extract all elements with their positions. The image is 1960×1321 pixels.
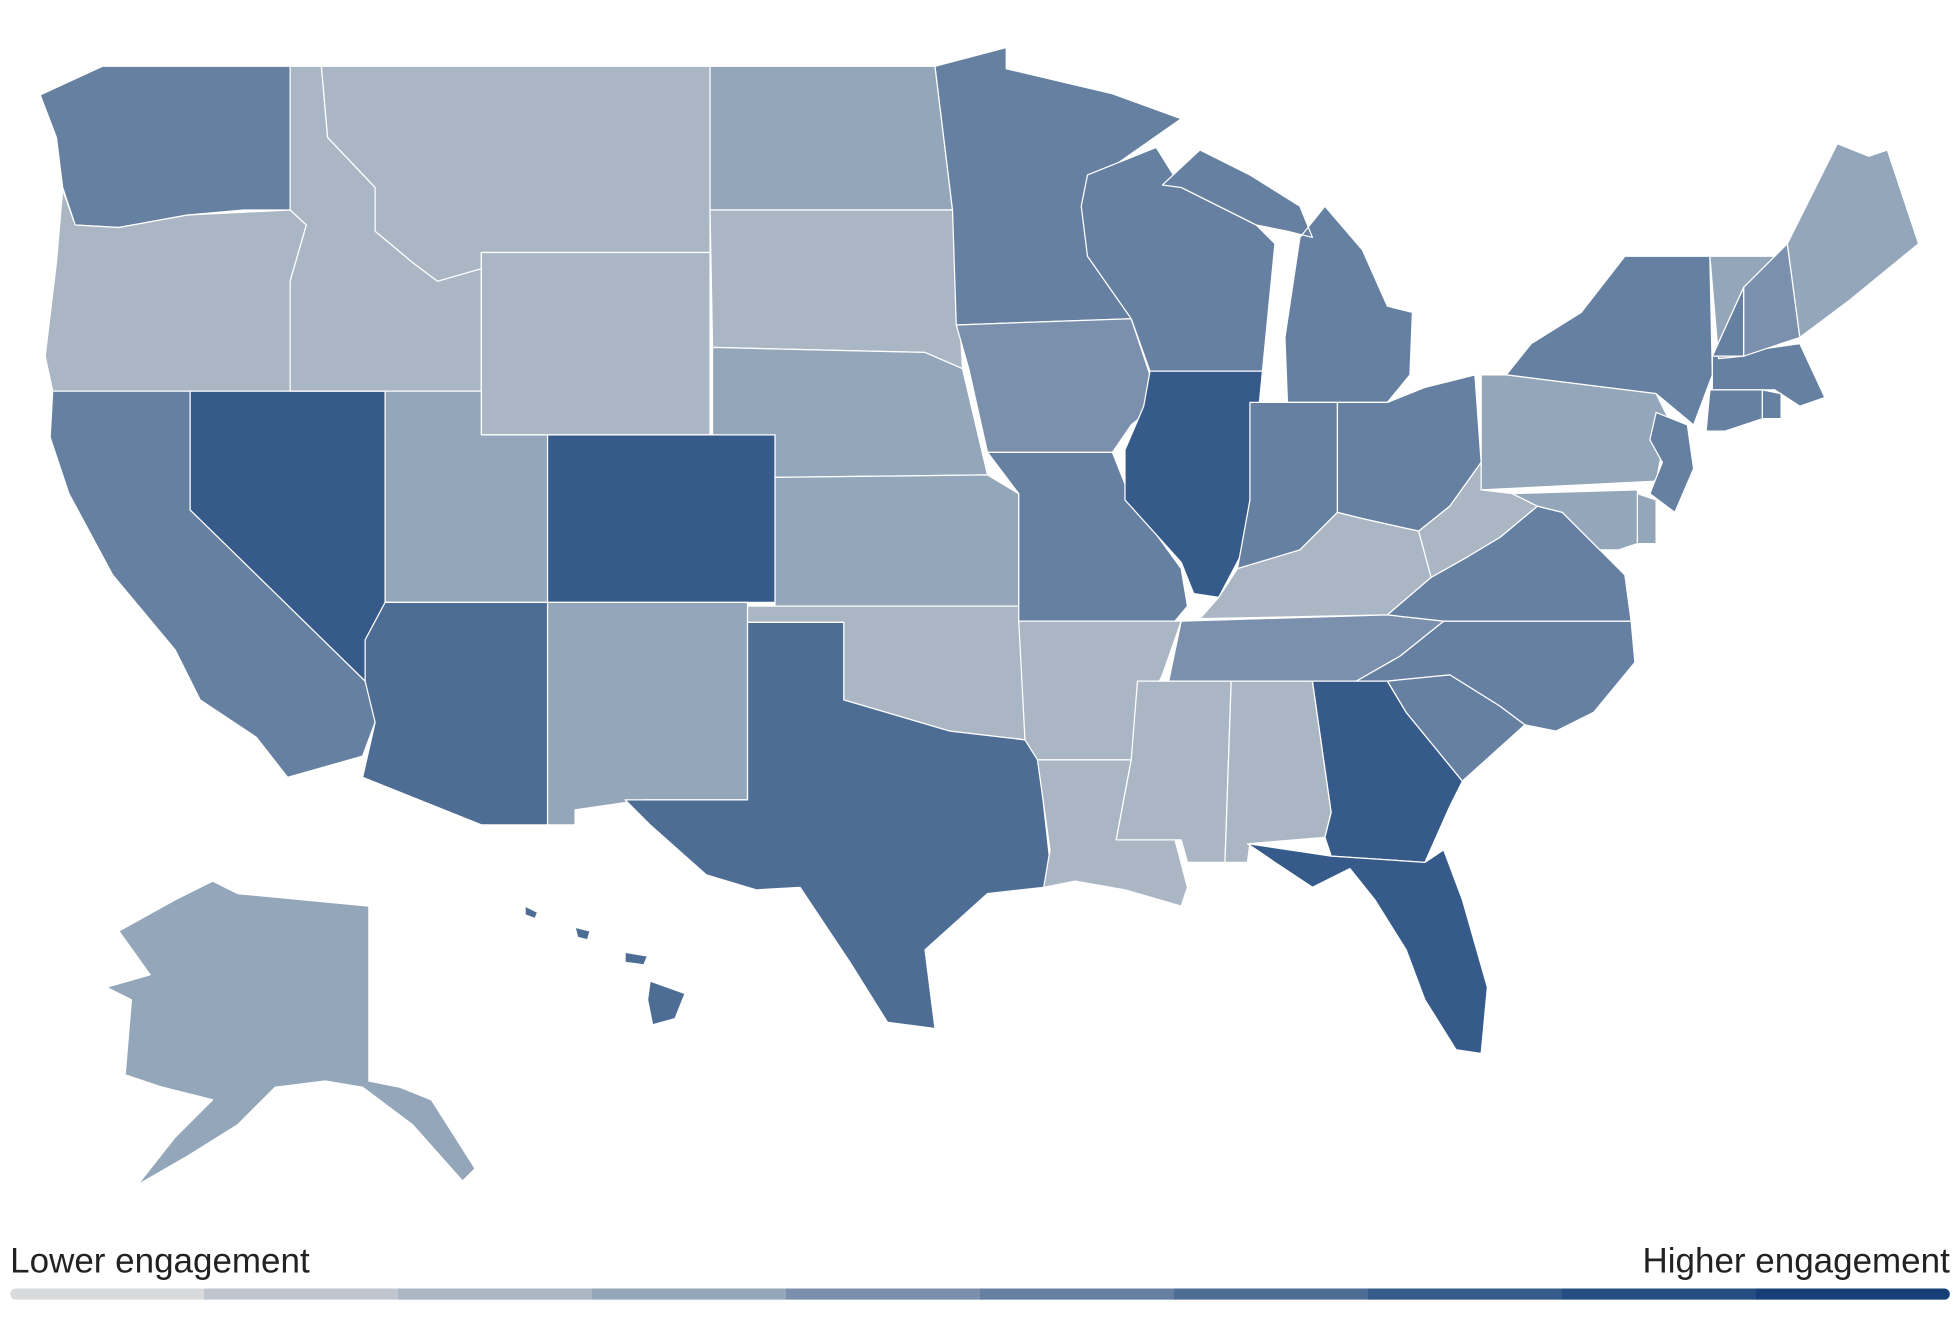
state [1199, 511, 1432, 620]
state [480, 251, 711, 436]
state-layer [39, 46, 1920, 1186]
state [361, 601, 549, 826]
legend-swatch [398, 1288, 593, 1300]
state [1480, 374, 1670, 491]
legend-swatch [1561, 1288, 1757, 1300]
state [1761, 389, 1782, 420]
legend-swatch [204, 1288, 399, 1300]
legend-low-label: Lower engagement [10, 1241, 310, 1280]
legend-swatch [1367, 1288, 1563, 1300]
legend-swatch [10, 1288, 205, 1300]
legend-swatch [980, 1288, 1175, 1300]
state [955, 318, 1164, 454]
legend-high-label: Higher engagement [1643, 1241, 1951, 1280]
state [105, 880, 476, 1186]
state [546, 434, 776, 604]
state [39, 65, 291, 229]
state [1705, 389, 1763, 432]
state [774, 474, 1020, 607]
state [1224, 680, 1332, 863]
state [624, 621, 1051, 1030]
legend-swatch [592, 1288, 787, 1300]
state [546, 601, 749, 826]
legend-scale [10, 1288, 1950, 1300]
state [1649, 411, 1695, 514]
state [1636, 493, 1657, 545]
state [1786, 143, 1920, 339]
legend-swatch [1173, 1288, 1369, 1300]
state [524, 905, 686, 1026]
state [1246, 842, 1489, 1055]
state [1711, 286, 1745, 357]
state [1161, 149, 1414, 404]
legend-swatch [1755, 1288, 1950, 1300]
state [1511, 489, 1639, 551]
state [709, 65, 954, 211]
legend-swatch [786, 1288, 981, 1300]
state [1386, 674, 1526, 782]
state [709, 209, 964, 370]
state [986, 451, 1189, 622]
